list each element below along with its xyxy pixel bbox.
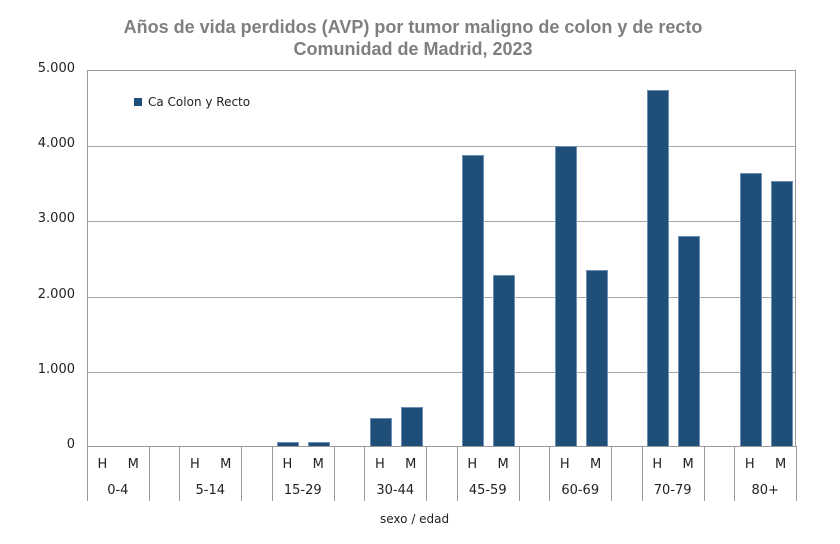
- category-divider: [179, 446, 181, 501]
- bar: [585, 270, 608, 447]
- gridline: [88, 296, 795, 298]
- sex-label: H: [559, 457, 570, 472]
- sex-label: M: [312, 457, 324, 472]
- y-tick-label: 4.000: [37, 136, 75, 152]
- age-group-label: 15-29: [283, 483, 322, 498]
- plot-area: Ca Colon y Recto: [87, 70, 796, 447]
- age-group-label: 60-69: [561, 483, 600, 498]
- bar: [678, 235, 701, 447]
- sex-label: H: [190, 457, 200, 472]
- age-group-label: 45-59: [468, 483, 507, 498]
- bar: [554, 146, 577, 447]
- x-axis-line: [87, 446, 796, 447]
- category-divider: [641, 446, 643, 501]
- y-tick-label: 3.000: [37, 211, 75, 227]
- x-axis-category-table: H M 0-4 H M 5-14 H M 15-29 H M 30-44 H M 45-59 H M 60-69 H…: [87, 446, 797, 501]
- category-divider: [148, 446, 150, 501]
- category-divider: [703, 446, 705, 501]
- sex-label: H: [467, 457, 478, 472]
- bar: [462, 155, 485, 447]
- sex-label: M: [774, 457, 787, 472]
- legend-swatch-icon: [134, 98, 142, 106]
- category-divider: [796, 446, 797, 501]
- bar: [400, 407, 423, 447]
- title-line-1: Años de vida perdidos (AVP) por tumor ma…: [123, 17, 703, 37]
- age-group-label: 0-4: [107, 483, 129, 498]
- category-divider: [426, 446, 428, 501]
- bar: [647, 89, 670, 447]
- sex-label: M: [590, 457, 602, 472]
- legend: Ca Colon y Recto: [134, 95, 250, 109]
- sex-label: M: [497, 457, 509, 472]
- bar: [369, 418, 392, 447]
- x-axis-title: sexo / edad: [380, 512, 450, 526]
- y-tick-label: 2.000: [37, 286, 75, 302]
- sex-label: H: [652, 457, 663, 472]
- age-group-label: 5-14: [195, 483, 226, 498]
- sex-label: M: [220, 457, 232, 472]
- category-divider: [333, 446, 335, 501]
- gridline: [88, 146, 795, 148]
- category-divider: [611, 446, 613, 501]
- gridline: [88, 221, 795, 223]
- category-divider: [456, 446, 458, 501]
- category-divider: [549, 446, 551, 501]
- bar: [739, 172, 762, 447]
- chart-title: Años de vida perdidos (AVP) por tumor ma…: [0, 16, 826, 60]
- category-divider: [518, 446, 520, 501]
- category-divider: [87, 446, 88, 501]
- category-divider: [364, 446, 366, 501]
- sex-label: H: [374, 457, 385, 472]
- sex-label: H: [744, 457, 755, 472]
- age-group-label: 80+: [751, 483, 779, 498]
- bar: [493, 274, 516, 447]
- bar: [770, 180, 793, 447]
- category-divider: [734, 446, 736, 501]
- sex-label: M: [127, 457, 139, 472]
- y-tick-label: 5.000: [37, 61, 75, 76]
- category-divider: [271, 446, 273, 501]
- sex-label: H: [282, 457, 293, 472]
- sex-label: H: [97, 457, 108, 472]
- category-divider: [241, 446, 243, 501]
- y-tick-label: 0: [66, 437, 75, 452]
- sex-label: M: [682, 457, 694, 472]
- title-line-2: Comunidad de Madrid, 2023: [293, 39, 533, 59]
- legend-label: Ca Colon y Recto: [148, 95, 251, 109]
- sex-label: M: [405, 457, 417, 472]
- y-tick-label: 1.000: [37, 361, 75, 377]
- age-group-label: 30-44: [376, 483, 415, 498]
- age-group-label: 70-79: [653, 483, 692, 498]
- gridline: [88, 371, 795, 373]
